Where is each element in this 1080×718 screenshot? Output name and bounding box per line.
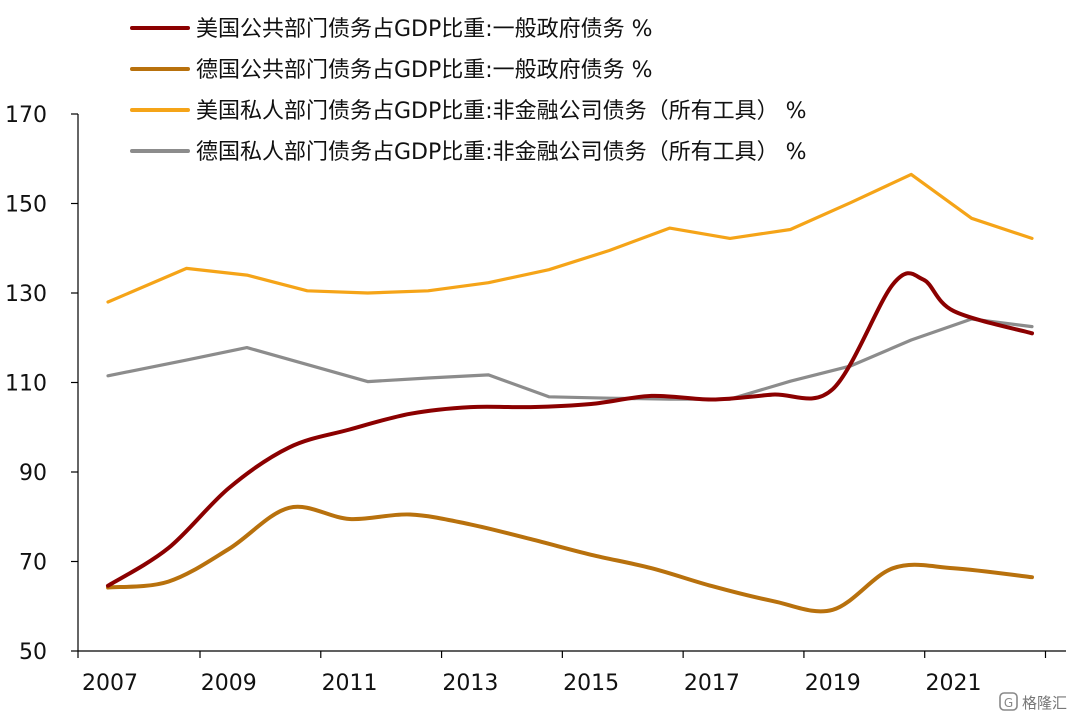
watermark-logo-icon: [999, 692, 1018, 711]
series-line-4: [106, 317, 1034, 401]
y-tick-label: 170: [5, 103, 47, 128]
legend: 美国公共部门债务占GDP比重:一般政府债务 % 德国公共部门债务占GDP比重:一般…: [130, 17, 807, 165]
y-tick-label: 70: [19, 551, 47, 576]
y-ticks: 50 70 90 110 130 150 170: [5, 103, 78, 665]
legend-label: 德国私人部门债务占GDP比重:非金融公司债务（所有工具） %: [196, 140, 807, 165]
legend-label: 德国公共部门债务占GDP比重:一般政府债务 %: [196, 58, 653, 83]
series-lines: [106, 172, 1034, 614]
y-tick-label: 90: [19, 461, 47, 486]
x-tick-label: 2019: [805, 671, 861, 696]
series-line-1: [106, 271, 1034, 588]
y-tick-label: 50: [19, 640, 47, 665]
x-ticks: 2007 2009 2011 2013 2015 2017 2019 2021: [77, 651, 1047, 696]
y-tick-label: 130: [5, 282, 47, 307]
watermark: G 格隆汇: [999, 692, 1067, 712]
watermark-text: 格隆汇: [1022, 694, 1067, 712]
x-tick-label: 2015: [563, 671, 619, 696]
x-tick-label: 2009: [201, 671, 257, 696]
x-tick-label: 2011: [322, 671, 378, 696]
legend-label: 美国私人部门债务占GDP比重:非金融公司债务（所有工具） %: [196, 99, 807, 124]
x-tick-label: 2017: [684, 671, 740, 696]
y-tick-label: 110: [5, 372, 47, 397]
x-tick-label: 2013: [442, 671, 498, 696]
watermark-logo-glyph: G: [1004, 696, 1013, 710]
x-tick-label: 2021: [925, 671, 981, 696]
legend-label: 美国公共部门债务占GDP比重:一般政府债务 %: [196, 17, 653, 42]
y-tick-label: 150: [5, 193, 47, 218]
axes: [77, 114, 1066, 652]
x-tick-label: 2007: [82, 671, 138, 696]
series-line-2: [106, 504, 1034, 614]
series-line-3: [106, 172, 1034, 304]
